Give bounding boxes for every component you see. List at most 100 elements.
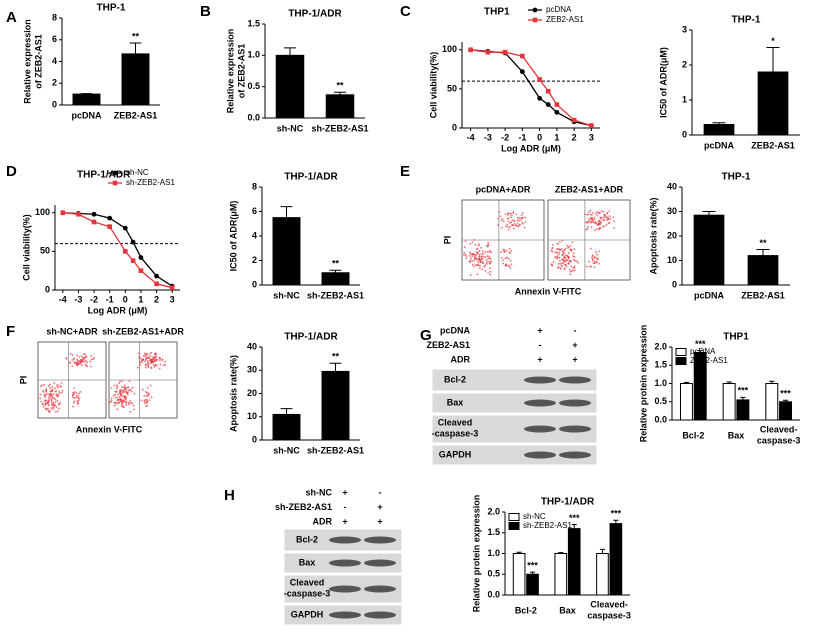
event-dot (480, 256, 483, 259)
event-dot (507, 214, 509, 217)
event-dot (572, 252, 575, 255)
event-dot (499, 215, 502, 218)
event-dot (478, 255, 481, 258)
y-tick-label: 8 (52, 12, 57, 22)
event-dot (115, 390, 118, 393)
x-tick-label: -4 (467, 132, 475, 142)
event-dot (144, 405, 147, 408)
event-dot (76, 354, 79, 357)
event-dot (509, 213, 512, 215)
event-dot (121, 391, 124, 394)
condition-label: ZEB2-AS1 (426, 340, 470, 350)
y-tick-label: 0 (672, 279, 677, 289)
event-dot (521, 222, 524, 224)
event-dot (474, 244, 477, 246)
error-bar (726, 381, 732, 384)
event-dot (588, 218, 591, 220)
event-dot (90, 358, 93, 361)
event-dot (75, 392, 78, 395)
chart-title: THP-1/ADR (541, 497, 595, 508)
y-tick-label: 10 (667, 255, 677, 265)
event-dot (600, 210, 603, 213)
band (559, 399, 591, 407)
event-dot (598, 223, 600, 226)
event-dot (123, 384, 126, 387)
point (485, 49, 491, 55)
event-dot (488, 257, 491, 259)
event-dot (487, 260, 489, 263)
event-dot (478, 257, 480, 260)
event-dot (504, 213, 507, 216)
event-dot (550, 263, 553, 265)
event-dot (478, 267, 481, 269)
event-dot (606, 212, 609, 214)
event-dot (558, 253, 561, 256)
event-dot (149, 362, 152, 364)
event-dot (510, 221, 513, 224)
event-dot (516, 216, 519, 219)
panel-label: H (224, 487, 235, 504)
bar (693, 214, 725, 286)
event-dot (470, 257, 472, 260)
event-dot (56, 383, 59, 386)
y-tick-label: 0 (252, 279, 257, 289)
event-dot (50, 399, 53, 402)
point (537, 95, 543, 101)
sign: - (574, 325, 577, 335)
event-dot (473, 259, 476, 262)
event-dot (49, 390, 52, 393)
bar (722, 383, 736, 421)
event-dot (142, 355, 145, 357)
event-dot (119, 380, 121, 383)
event-dot (85, 360, 87, 363)
y-tick-label: 2 (252, 255, 257, 265)
bar (703, 124, 735, 136)
chart-title: THP-1/ADR (77, 170, 131, 181)
event-dot (50, 401, 53, 404)
chart: 0 2 4 6 8 Relative expressionof ZEB2-AS1 THP-1… (23, 3, 160, 120)
event-dot (504, 264, 507, 267)
error-bar (571, 523, 577, 529)
sign: - (539, 340, 542, 350)
event-dot (471, 260, 474, 262)
event-dot (571, 241, 574, 244)
band (364, 585, 396, 593)
event-dot (558, 251, 561, 254)
point (154, 273, 159, 279)
event-dot (49, 392, 52, 395)
event-dot (145, 358, 147, 361)
panel-label: C (400, 3, 411, 20)
event-dot (128, 380, 131, 383)
event-dot (48, 397, 50, 400)
event-dot (76, 400, 79, 402)
event-dot (81, 358, 84, 361)
y-tick-label: 8 (252, 181, 257, 191)
event-dot (517, 225, 520, 228)
event-dot (117, 393, 119, 396)
event-dot (569, 259, 572, 262)
y-axis-label: Cell viability(%) (428, 52, 438, 119)
band (364, 559, 396, 567)
event-dot (473, 265, 475, 268)
sign: + (377, 516, 382, 526)
x-tick-label: pcDNA (704, 140, 735, 150)
event-dot (44, 403, 47, 406)
y-axis-label: IC50 of ADR(μM) (228, 201, 238, 272)
x-tick-label: Bcl-2 (515, 605, 537, 615)
event-dot (469, 242, 472, 245)
event-dot (114, 396, 117, 399)
event-dot (563, 248, 566, 251)
event-dot (508, 226, 511, 228)
event-dot (130, 390, 133, 393)
blot-strip (431, 368, 598, 392)
condition-label: sh-ZEB2-AS1 (275, 502, 332, 512)
event-dot (591, 256, 593, 259)
event-dot (516, 222, 519, 225)
event-dot (561, 239, 564, 242)
event-dot (120, 405, 123, 407)
event-dot (463, 246, 466, 249)
event-dot (471, 241, 474, 244)
event-dot (567, 262, 570, 265)
event-dot (481, 250, 484, 253)
bar (272, 413, 301, 441)
